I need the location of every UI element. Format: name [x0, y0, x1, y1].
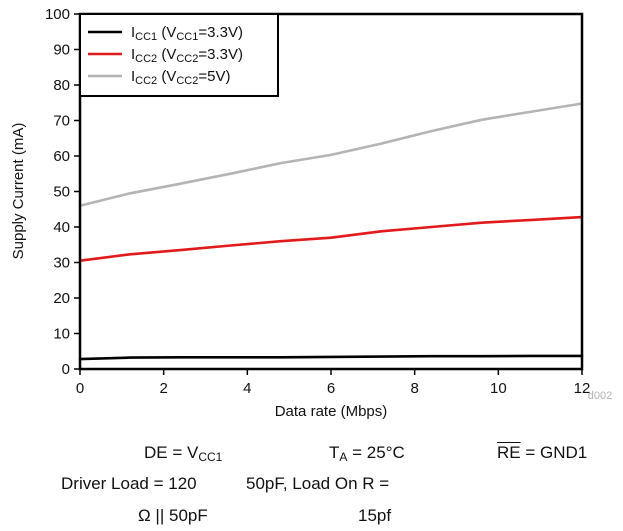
series-line-3	[78, 102, 584, 207]
y-tick-label: 100	[45, 6, 70, 23]
y-axis-ticks: 0 10 20 30 40 50 60 70 80 90 100	[45, 6, 80, 378]
legend-label-1: ICC1 (VCC1=3.3V)	[131, 24, 243, 43]
y-tick-label: 20	[53, 290, 70, 307]
y-tick-label: 60	[53, 148, 70, 165]
legend-label-2: ICC2 (VCC2=3.3V)	[131, 46, 243, 65]
series-line-2	[78, 215, 584, 263]
condition-ta: TA = 25°C	[329, 443, 405, 464]
y-tick-label: 40	[53, 219, 70, 236]
y-tick-label: 50	[53, 184, 70, 201]
y-tick-label: 10	[53, 326, 70, 343]
condition-re: RE = GND1	[497, 443, 588, 462]
condition-load-line1-a: Driver Load = 120	[61, 474, 197, 493]
x-tick-label: 8	[410, 380, 418, 397]
legend: ICC1 (VCC1=3.3V) ICC2 (VCC2=3.3V) ICC2 (VC…	[79, 13, 279, 97]
series-lines	[78, 102, 584, 361]
supply-current-chart: 0 10 20 30 40 50 60 70 80 90 100 0 2 4 6 8 10 12 Supply …	[10, 6, 612, 420]
series-line-1	[78, 354, 584, 361]
y-tick-label: 30	[53, 255, 70, 272]
condition-load-line1-b: 50pF, Load On R =	[246, 474, 390, 493]
x-tick-label: 6	[327, 380, 335, 397]
x-axis-ticks: 0 2 4 6 8 10 12	[76, 369, 591, 397]
figure-id: d002	[588, 390, 612, 402]
plot-frame	[78, 12, 584, 371]
x-axis-label: Data rate (Mbps)	[275, 403, 388, 420]
y-axis-label: Supply Current (mA)	[10, 123, 27, 260]
legend-label-3: ICC2 (VCC2=5V)	[131, 68, 230, 87]
x-tick-label: 0	[76, 380, 84, 397]
x-tick-label: 2	[159, 380, 167, 397]
condition-load-line2-b: 15pf	[358, 506, 392, 525]
y-tick-label: 70	[53, 113, 70, 130]
y-tick-label: 90	[53, 42, 70, 59]
x-tick-label: 4	[243, 380, 251, 397]
condition-load-line2-a: Ω || 50pF	[138, 506, 208, 525]
y-tick-label: 80	[53, 77, 70, 94]
condition-de: DE = VCC1	[144, 443, 223, 464]
x-tick-label: 10	[490, 380, 507, 397]
x-tick-label: 12	[574, 380, 591, 397]
y-tick-label: 0	[62, 361, 70, 378]
